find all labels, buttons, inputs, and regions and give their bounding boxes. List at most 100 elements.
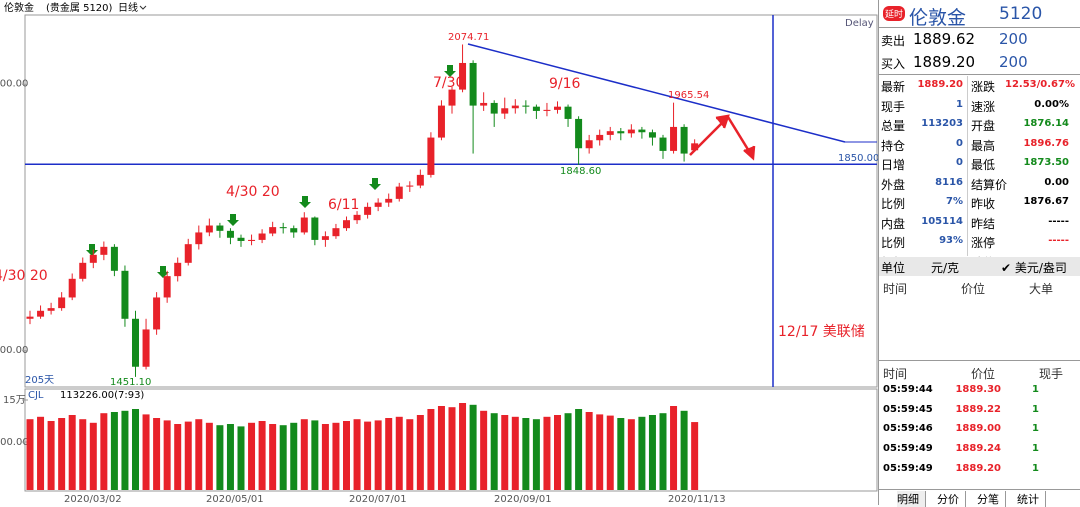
volume-bar (606, 415, 614, 490)
days-label: 205天 (25, 375, 54, 386)
units-toggle[interactable]: ✔ 美元/盎司 (1001, 261, 1067, 275)
candle-body (269, 227, 277, 234)
volume-bar (153, 418, 161, 490)
quote-code: 5120 (999, 4, 1043, 24)
candle-body (617, 131, 625, 134)
candle-body (606, 131, 614, 135)
tab[interactable]: 分价 (937, 491, 966, 507)
volume-bar (659, 413, 667, 490)
volume-summary: 113226.00(7:93) (60, 390, 144, 401)
volume-bar (290, 422, 298, 490)
stat-label: 速涨 (971, 99, 996, 114)
badge: 延时 (883, 6, 906, 21)
volume-bar (564, 413, 572, 490)
candle-body (448, 89, 456, 106)
volume-bar (364, 421, 372, 490)
volume-bar (142, 414, 150, 490)
units-bar (879, 257, 1080, 276)
quote-name: 伦敦金 (909, 7, 967, 29)
volume-bar (216, 425, 224, 490)
stat-label: 持仓 (881, 138, 906, 153)
chart-area: 伦敦金 (贵金属 5120) 日线 Delay 205天 4/30 20 4/3… (0, 1, 878, 505)
candle-body (353, 214, 361, 221)
indicator[interactable]: CJL (28, 390, 44, 401)
trade-time: 05:59:46 (883, 423, 933, 435)
y-tick-label: 2000.00 (0, 78, 28, 89)
candle-body (364, 206, 372, 215)
trade-time: 05:59:49 (883, 443, 933, 455)
order-size: 200 (999, 53, 1028, 71)
volume-bar (522, 418, 530, 490)
volume-bar (406, 419, 414, 490)
volume-bar (121, 410, 129, 490)
candle-body (226, 230, 234, 238)
dropdown-icon[interactable] (139, 5, 147, 10)
divider (879, 27, 1080, 28)
units-label: 单位 (881, 261, 906, 275)
tab[interactable]: 明细 (897, 491, 926, 507)
stat-value: 113203 (921, 118, 963, 129)
candle-body (522, 105, 530, 107)
candle-body (459, 62, 467, 90)
order-label: 买入 (881, 57, 906, 71)
candle-body (110, 246, 118, 271)
price-label: 2074.71 (448, 32, 489, 43)
trade-price: 1889.20 (955, 462, 1001, 474)
candle-body (469, 62, 477, 106)
volume-bar (195, 419, 203, 490)
y-tick-label: 15万 (3, 395, 26, 406)
volume-bar (374, 420, 382, 490)
candle-body (121, 270, 129, 319)
candle-body (290, 228, 298, 233)
candle-body (184, 244, 192, 263)
stat-value: 8116 (935, 176, 963, 188)
stat-label: 内盘 (881, 216, 906, 231)
volume-bar (248, 422, 256, 490)
period[interactable]: 日线 (118, 1, 138, 14)
stat-value: 1889.20 (917, 79, 963, 90)
symbol: 伦敦金 (4, 1, 34, 14)
candle-body (406, 185, 414, 187)
stat-value: 0 (956, 157, 963, 168)
candle-body (395, 186, 403, 199)
annotation: 4/30 20 (0, 268, 48, 284)
volume-bar (205, 422, 213, 490)
candle-body (659, 137, 667, 151)
candle-body (554, 106, 561, 110)
volume-bar (343, 421, 350, 490)
volume-bar (437, 406, 445, 490)
volume-bar (279, 425, 287, 490)
volume-bar (532, 419, 540, 490)
quote-panel: 延时 伦敦金 5120 卖出 1889.62 200 买入 1889.20 200 最新 1889.… (878, 0, 1080, 507)
column-header: 时间 (883, 282, 908, 296)
stat-label: 现手 (881, 99, 906, 114)
stat-label: 比例 (881, 197, 906, 211)
units-value: 元/克 (931, 261, 960, 275)
tab[interactable]: 统计 (1017, 491, 1046, 507)
stat-value: 1873.50 (1023, 157, 1069, 168)
trade-size: 1 (1032, 443, 1039, 455)
volume-bar (448, 407, 456, 490)
stat-label: 昨结 (971, 216, 996, 231)
trade-time: 05:59:44 (883, 384, 933, 395)
volume-bar (680, 410, 688, 490)
stat-label: 最新 (881, 80, 906, 94)
stat-value: 12.53/0.67% (1005, 79, 1075, 90)
tab[interactable]: 分笔 (977, 491, 1006, 507)
candle-body (343, 220, 350, 229)
candle-body (205, 225, 213, 233)
column-header: 现手 (1039, 367, 1064, 381)
volume-bar (311, 420, 319, 490)
volume-bar (585, 412, 593, 490)
candle-body (153, 297, 161, 330)
divider (879, 489, 1080, 490)
order-price: 1889.62 (913, 30, 976, 48)
volume-bar (332, 422, 340, 490)
annotation: 9/16 (549, 76, 581, 92)
volume-bar (501, 415, 509, 490)
candle-body (248, 239, 256, 241)
divider (879, 360, 1080, 361)
candle-body (216, 225, 224, 231)
trend-line (467, 43, 846, 143)
volume-frame (24, 388, 878, 492)
